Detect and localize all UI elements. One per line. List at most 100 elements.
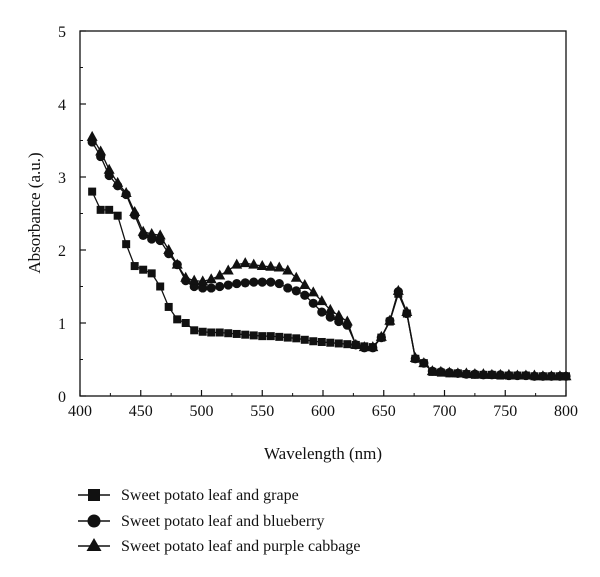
data-point-square [292,334,301,343]
data-point-square [224,329,233,338]
data-point-triangle [222,264,234,275]
legend-circle-marker [87,514,101,528]
data-point-triangle [545,370,557,381]
legend-label-purple-cabbage: Sweet potato leaf and purple cabbage [121,538,360,555]
data-point-triangle [316,295,328,306]
data-point-triangle [188,274,200,285]
data-point-square [190,326,199,335]
legend-square-marker [88,489,100,501]
data-point-triangle [324,303,336,314]
y-axis-title: Absorbance (a.u.) [25,152,44,273]
data-point-circle [325,312,335,322]
data-point-square [156,282,165,291]
data-point-circle [300,290,310,300]
legend-entry-grape: Sweet potato leaf and grape [78,487,299,504]
data-point-triangle [375,330,387,341]
data-point-triangle [307,286,319,297]
data-point-triangle [146,227,158,238]
legend: Sweet potato leaf and grape Sweet potato… [78,487,360,555]
data-point-triangle [265,260,277,271]
data-point-circle [274,278,284,289]
data-point-triangle [154,229,166,240]
data-point-square [130,262,139,271]
data-point-triangle [469,368,481,379]
data-point-triangle [171,258,183,269]
legend-label-grape: Sweet potato leaf and grape [121,487,299,504]
legend-label-blueberry: Sweet potato leaf and blueberry [121,513,324,530]
series-square [88,187,570,381]
series-triangle [86,130,572,381]
data-point-triangle [180,271,192,282]
data-point-triangle [452,367,464,378]
x-tick-label: 450 [129,403,153,420]
data-point-circle [257,277,267,287]
data-point-circle [317,307,327,317]
data-point-triangle [520,369,532,380]
data-point-circle [283,283,293,293]
data-point-triangle [86,130,98,141]
data-point-circle [240,278,250,288]
data-point-square [173,315,182,324]
data-point-circle [291,286,301,296]
data-point-square [283,333,292,342]
data-point-square [164,302,173,311]
data-point-triangle [205,273,217,284]
data-point-circle [249,277,259,287]
data-point-square [88,187,97,196]
data-point-triangle [197,275,209,286]
data-point-triangle [494,368,506,379]
data-point-square [113,211,122,220]
data-point-triangle [435,365,447,376]
x-tick-label: 600 [311,403,335,420]
data-point-triangle [537,370,549,381]
data-point-square [309,337,318,346]
data-point-square [215,328,224,337]
data-point-triangle [384,314,396,325]
data-point-triangle [443,366,455,377]
x-tick-label: 700 [433,403,457,420]
data-point-triangle [341,315,353,326]
data-point-circle [308,298,318,308]
data-point-triangle [460,367,472,378]
data-point-square [241,330,250,339]
data-point-square [181,319,190,327]
data-point-triangle [273,261,285,272]
data-point-square [275,332,284,341]
data-point-circle [266,277,276,287]
data-point-triangle [239,257,251,268]
data-point-triangle [282,264,294,275]
data-point-triangle [129,206,141,217]
data-point-square [207,328,216,337]
y-tick-label: 0 [58,389,66,406]
data-point-triangle [560,370,572,381]
data-point-triangle [103,163,115,174]
data-point-triangle [418,357,430,368]
data-point-circle [215,281,225,292]
data-point-circle [198,283,208,293]
data-point-triangle [426,365,438,376]
data-point-circle [232,278,242,289]
y-tick-label: 5 [58,24,66,41]
data-point-square [258,332,267,341]
series-layer [86,130,572,381]
data-point-triangle [95,145,107,156]
data-point-square [232,329,241,338]
data-point-square [326,338,335,347]
data-point-triangle [333,309,345,320]
data-point-triangle [214,269,226,280]
data-point-square [105,205,114,214]
data-point-triangle [163,244,175,254]
legend-triangle-marker [86,538,102,551]
data-point-square [198,327,207,336]
data-point-triangle [358,341,370,352]
data-point-square [139,265,148,274]
data-point-circle [206,283,216,293]
data-point-triangle [256,260,268,271]
data-point-square [249,331,258,340]
data-point-triangle [503,368,515,379]
data-point-triangle [528,369,540,380]
data-point-triangle [120,187,132,198]
data-point-triangle [231,258,243,269]
data-point-triangle [486,368,498,379]
